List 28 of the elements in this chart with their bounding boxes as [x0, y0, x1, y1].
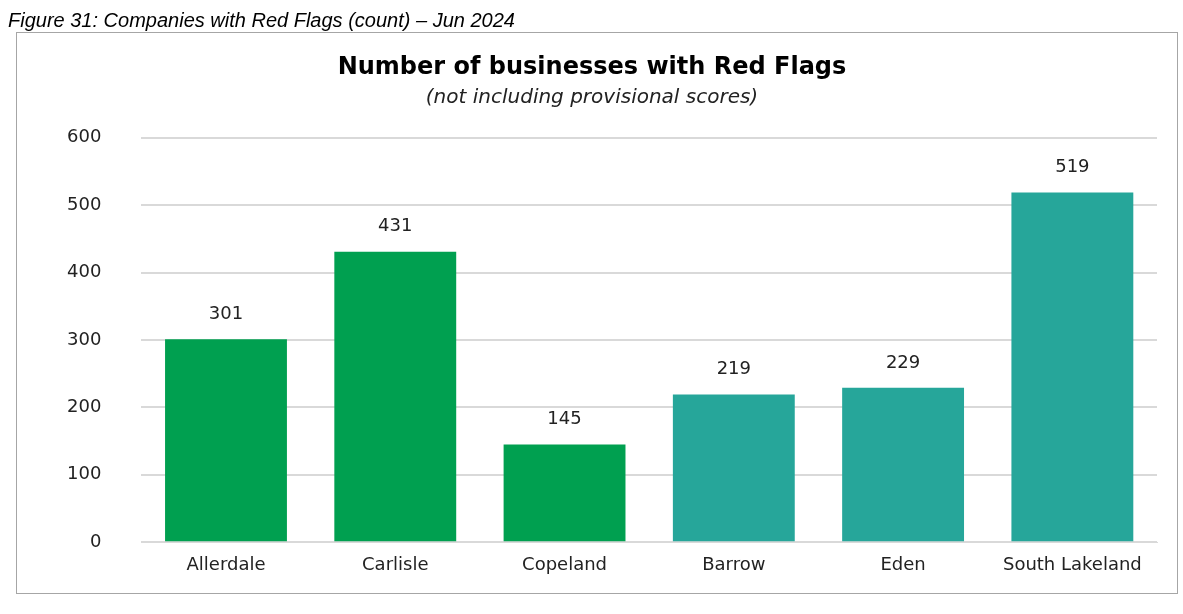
bar: [842, 387, 965, 542]
y-tick-label: 400: [67, 260, 102, 282]
y-tick-label: 600: [67, 125, 102, 147]
y-tick-label: 500: [67, 192, 102, 214]
y-tick-label: 300: [67, 327, 102, 349]
x-tick-label: Copeland: [522, 552, 608, 574]
caption: Figure 31: Companies with Red Flags (count) – Jun 2024: [8, 8, 516, 32]
bar: [1011, 192, 1134, 542]
chart-subtitle: (not including provisional scores): [425, 84, 759, 108]
chart-title: Number of businesses with Red Flags: [337, 51, 847, 80]
data-label: 219: [716, 357, 751, 379]
y-tick-label: 0: [89, 529, 102, 551]
y-tick-label: 100: [67, 462, 102, 484]
data-label: 145: [547, 407, 582, 429]
data-label: 301: [208, 302, 244, 323]
x-tick-label: Eden: [880, 552, 926, 574]
bar: [165, 339, 287, 542]
x-tick-label: Barrow: [702, 552, 766, 574]
bar: [334, 251, 457, 542]
bar: [672, 394, 795, 542]
bar: [503, 444, 626, 542]
x-tick-label: Carlisle: [362, 552, 429, 574]
data-label: 519: [1055, 155, 1090, 177]
data-label: 229: [885, 350, 921, 372]
y-tick-label: 200: [67, 395, 102, 417]
data-label: 431: [378, 214, 413, 236]
x-tick-label: South Lakeland: [1002, 552, 1142, 574]
x-tick-label: Allerdale: [186, 552, 266, 574]
